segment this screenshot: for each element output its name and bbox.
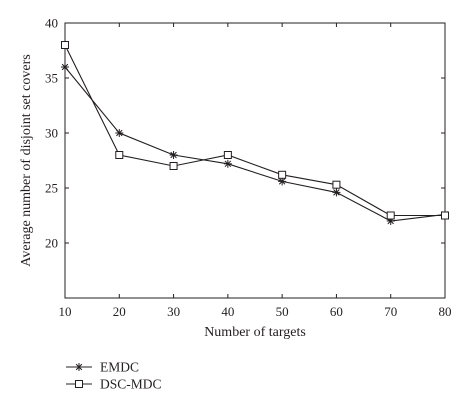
- data-point-dsc-mdc: [223, 151, 232, 159]
- plot-frame: [64, 22, 446, 299]
- data-point-dsc-mdc: [115, 151, 124, 159]
- legend-marker: [75, 363, 83, 371]
- legend: EMDC DSC-MDC: [66, 360, 162, 392]
- asterisk-stroke: [333, 189, 340, 196]
- x-tick-label: 70: [384, 304, 397, 319]
- data-point-emdc: [169, 151, 178, 159]
- square-marker-shape: [441, 211, 449, 220]
- legend-marker: [75, 380, 83, 388]
- plot-frame-rect: [64, 22, 446, 299]
- x-tick-label: 10: [59, 304, 72, 319]
- y-tick-label: 40: [45, 16, 58, 31]
- x-tick-label: 40: [221, 304, 234, 319]
- data-point-dsc-mdc: [169, 162, 178, 170]
- data-point-emdc: [115, 129, 124, 137]
- y-tick-label: 35: [45, 71, 58, 86]
- data-point-emdc: [61, 63, 69, 71]
- legend-label: DSC-MDC: [100, 377, 162, 392]
- square-marker-shape: [278, 170, 287, 179]
- y-tick-label: 25: [45, 181, 58, 196]
- x-tick-label: 80: [439, 304, 452, 319]
- series-lines: [61, 41, 449, 225]
- data-point-dsc-mdc: [278, 170, 287, 179]
- square-marker-shape: [61, 41, 69, 49]
- data-point-dsc-mdc: [332, 180, 341, 189]
- y-tick-label: 20: [45, 236, 58, 251]
- asterisk-stroke: [224, 160, 232, 168]
- square-marker-shape: [75, 380, 83, 388]
- data-point-emdc: [223, 159, 232, 168]
- legend-label: EMDC: [100, 360, 139, 375]
- asterisk-stroke: [75, 363, 83, 371]
- legend-item-dsc-mdc: DSC-MDC: [66, 377, 162, 392]
- y-tick-label: 30: [45, 126, 58, 141]
- series-line-dsc-mdc: [64, 44, 445, 217]
- data-point-dsc-mdc: [61, 41, 69, 49]
- x-tick-label: 20: [113, 304, 126, 319]
- square-marker-shape: [332, 180, 341, 189]
- x-tick-label: 60: [330, 304, 343, 319]
- square-marker-shape: [223, 151, 232, 159]
- series-line-emdc: [64, 66, 446, 222]
- asterisk-stroke: [116, 129, 123, 137]
- x-tick-label: 50: [276, 304, 289, 319]
- axis-ticks: 10 20 30 40 50 60 70 80 20 25 30 35 40: [45, 16, 452, 320]
- asterisk-stroke: [278, 178, 286, 185]
- legend-item-emdc: EMDC: [66, 360, 139, 375]
- square-marker-shape: [386, 211, 395, 220]
- asterisk-stroke: [170, 151, 177, 159]
- x-tick-label: 30: [167, 304, 180, 319]
- square-marker-shape: [169, 162, 178, 170]
- data-point-emdc: [332, 188, 341, 197]
- y-axis-title: Average number of disjoint set covers: [19, 54, 34, 266]
- x-axis-title: Number of targets: [204, 325, 306, 340]
- asterisk-stroke: [61, 63, 69, 71]
- data-point-dsc-mdc: [441, 211, 449, 220]
- data-point-dsc-mdc: [386, 211, 395, 220]
- square-marker-shape: [115, 151, 124, 159]
